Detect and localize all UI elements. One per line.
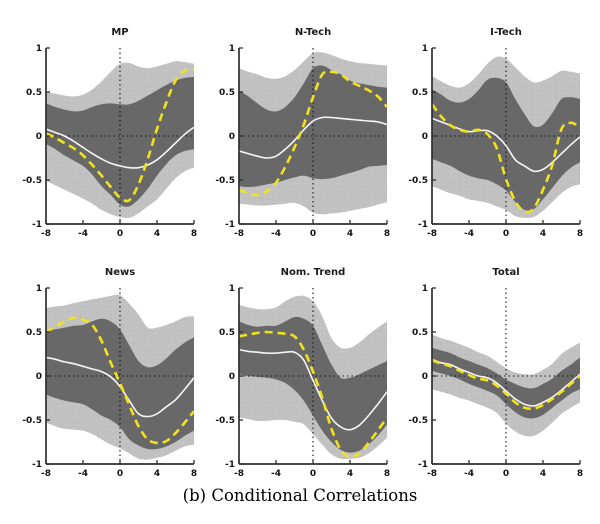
subplot-title: Nom. Trend — [280, 267, 346, 278]
svg-text:0: 0 — [422, 132, 428, 142]
svg-text:0: 0 — [117, 229, 123, 239]
svg-text:-1: -1 — [32, 460, 42, 470]
svg-text:-0.5: -0.5 — [22, 176, 42, 186]
subplot-title: News — [104, 267, 136, 278]
svg-text:-4: -4 — [271, 469, 281, 479]
svg-text:0: 0 — [117, 469, 123, 479]
svg-text:-1: -1 — [225, 460, 235, 470]
svg-text:8: 8 — [384, 469, 390, 479]
svg-text:-8: -8 — [234, 469, 244, 479]
subplot-mp: MP -8 -4 0 4 8 1 0.5 0 -0.5 -1 — [13, 26, 206, 254]
figure-caption: (b) Conditional Correlations — [182, 486, 418, 505]
svg-text:1: 1 — [229, 44, 235, 54]
svg-text:0: 0 — [36, 132, 42, 142]
subplot-canvas-mp: -8 -4 0 4 8 1 0.5 0 -0.5 -1 — [22, 44, 197, 239]
subplot-canvas-nom-trend: -8 -4 0 4 8 1 0.5 0 -0.5 -1 — [215, 284, 390, 479]
svg-text:-4: -4 — [271, 229, 281, 239]
svg-text:-8: -8 — [41, 469, 51, 479]
svg-text:-1: -1 — [32, 220, 42, 230]
svg-text:-0.5: -0.5 — [215, 176, 235, 186]
svg-text:0: 0 — [310, 469, 316, 479]
svg-text:4: 4 — [154, 229, 160, 239]
svg-text:-8: -8 — [41, 229, 51, 239]
subplot-canvas-n-tech: -8 -4 0 4 8 1 0.5 0 -0.5 -1 — [215, 44, 390, 239]
subplot-canvas-news: -8 -4 0 4 8 1 0.5 0 -0.5 -1 — [22, 284, 197, 479]
svg-text:-0.5: -0.5 — [22, 416, 42, 426]
subplot-total: Total -8 -4 0 4 8 1 0.5 0 -0.5 -1 — [399, 266, 592, 494]
svg-text:-4: -4 — [464, 469, 474, 479]
svg-text:0.5: 0.5 — [26, 328, 42, 338]
svg-text:0: 0 — [229, 132, 235, 142]
svg-text:-4: -4 — [78, 229, 88, 239]
svg-text:-8: -8 — [427, 229, 437, 239]
svg-text:1: 1 — [422, 284, 428, 294]
svg-text:0: 0 — [503, 469, 509, 479]
subplot-grid: MP -8 -4 0 4 8 1 0.5 0 -0.5 -1 N-Tech -8 -4 0 4 8 1 0.5… — [13, 26, 592, 494]
svg-text:1: 1 — [422, 44, 428, 54]
svg-text:4: 4 — [347, 469, 353, 479]
svg-text:-4: -4 — [464, 229, 474, 239]
svg-text:1: 1 — [229, 284, 235, 294]
svg-text:8: 8 — [577, 469, 583, 479]
svg-text:-4: -4 — [78, 469, 88, 479]
subplot-title: MP — [111, 27, 129, 38]
subplot-news: News -8 -4 0 4 8 1 0.5 0 -0.5 -1 — [13, 266, 206, 494]
svg-text:-0.5: -0.5 — [408, 176, 428, 186]
svg-text:1: 1 — [36, 284, 42, 294]
svg-text:-0.5: -0.5 — [215, 416, 235, 426]
svg-text:-0.5: -0.5 — [408, 416, 428, 426]
svg-text:0.5: 0.5 — [412, 328, 428, 338]
svg-text:-1: -1 — [418, 460, 428, 470]
svg-text:0.5: 0.5 — [219, 328, 235, 338]
svg-text:-8: -8 — [427, 469, 437, 479]
svg-text:0: 0 — [229, 372, 235, 382]
svg-text:8: 8 — [191, 229, 197, 239]
svg-text:4: 4 — [347, 229, 353, 239]
svg-text:0.5: 0.5 — [26, 88, 42, 98]
subplot-canvas-total: -8 -4 0 4 8 1 0.5 0 -0.5 -1 — [408, 284, 583, 479]
svg-text:0.5: 0.5 — [412, 88, 428, 98]
svg-text:0: 0 — [503, 229, 509, 239]
svg-text:0: 0 — [422, 372, 428, 382]
svg-text:8: 8 — [577, 229, 583, 239]
svg-text:8: 8 — [191, 469, 197, 479]
subplot-title: I-Tech — [490, 27, 522, 38]
svg-text:8: 8 — [384, 229, 390, 239]
svg-text:-1: -1 — [225, 220, 235, 230]
svg-text:4: 4 — [540, 229, 546, 239]
subplot-title: Total — [492, 267, 520, 278]
svg-text:4: 4 — [540, 469, 546, 479]
svg-text:-1: -1 — [418, 220, 428, 230]
svg-text:-8: -8 — [234, 229, 244, 239]
subplot-i-tech: I-Tech -8 -4 0 4 8 1 0.5 0 -0.5 -1 — [399, 26, 592, 254]
subplot-nom-trend: Nom. Trend -8 -4 0 4 8 1 0.5 0 -0.5 -1 — [206, 266, 399, 494]
svg-text:4: 4 — [154, 469, 160, 479]
subplot-title: N-Tech — [294, 27, 332, 38]
svg-text:0.5: 0.5 — [219, 88, 235, 98]
svg-text:1: 1 — [36, 44, 42, 54]
svg-text:0: 0 — [310, 229, 316, 239]
subplot-n-tech: N-Tech -8 -4 0 4 8 1 0.5 0 -0.5 -1 — [206, 26, 399, 254]
svg-text:0: 0 — [36, 372, 42, 382]
subplot-canvas-i-tech: -8 -4 0 4 8 1 0.5 0 -0.5 -1 — [408, 44, 583, 239]
